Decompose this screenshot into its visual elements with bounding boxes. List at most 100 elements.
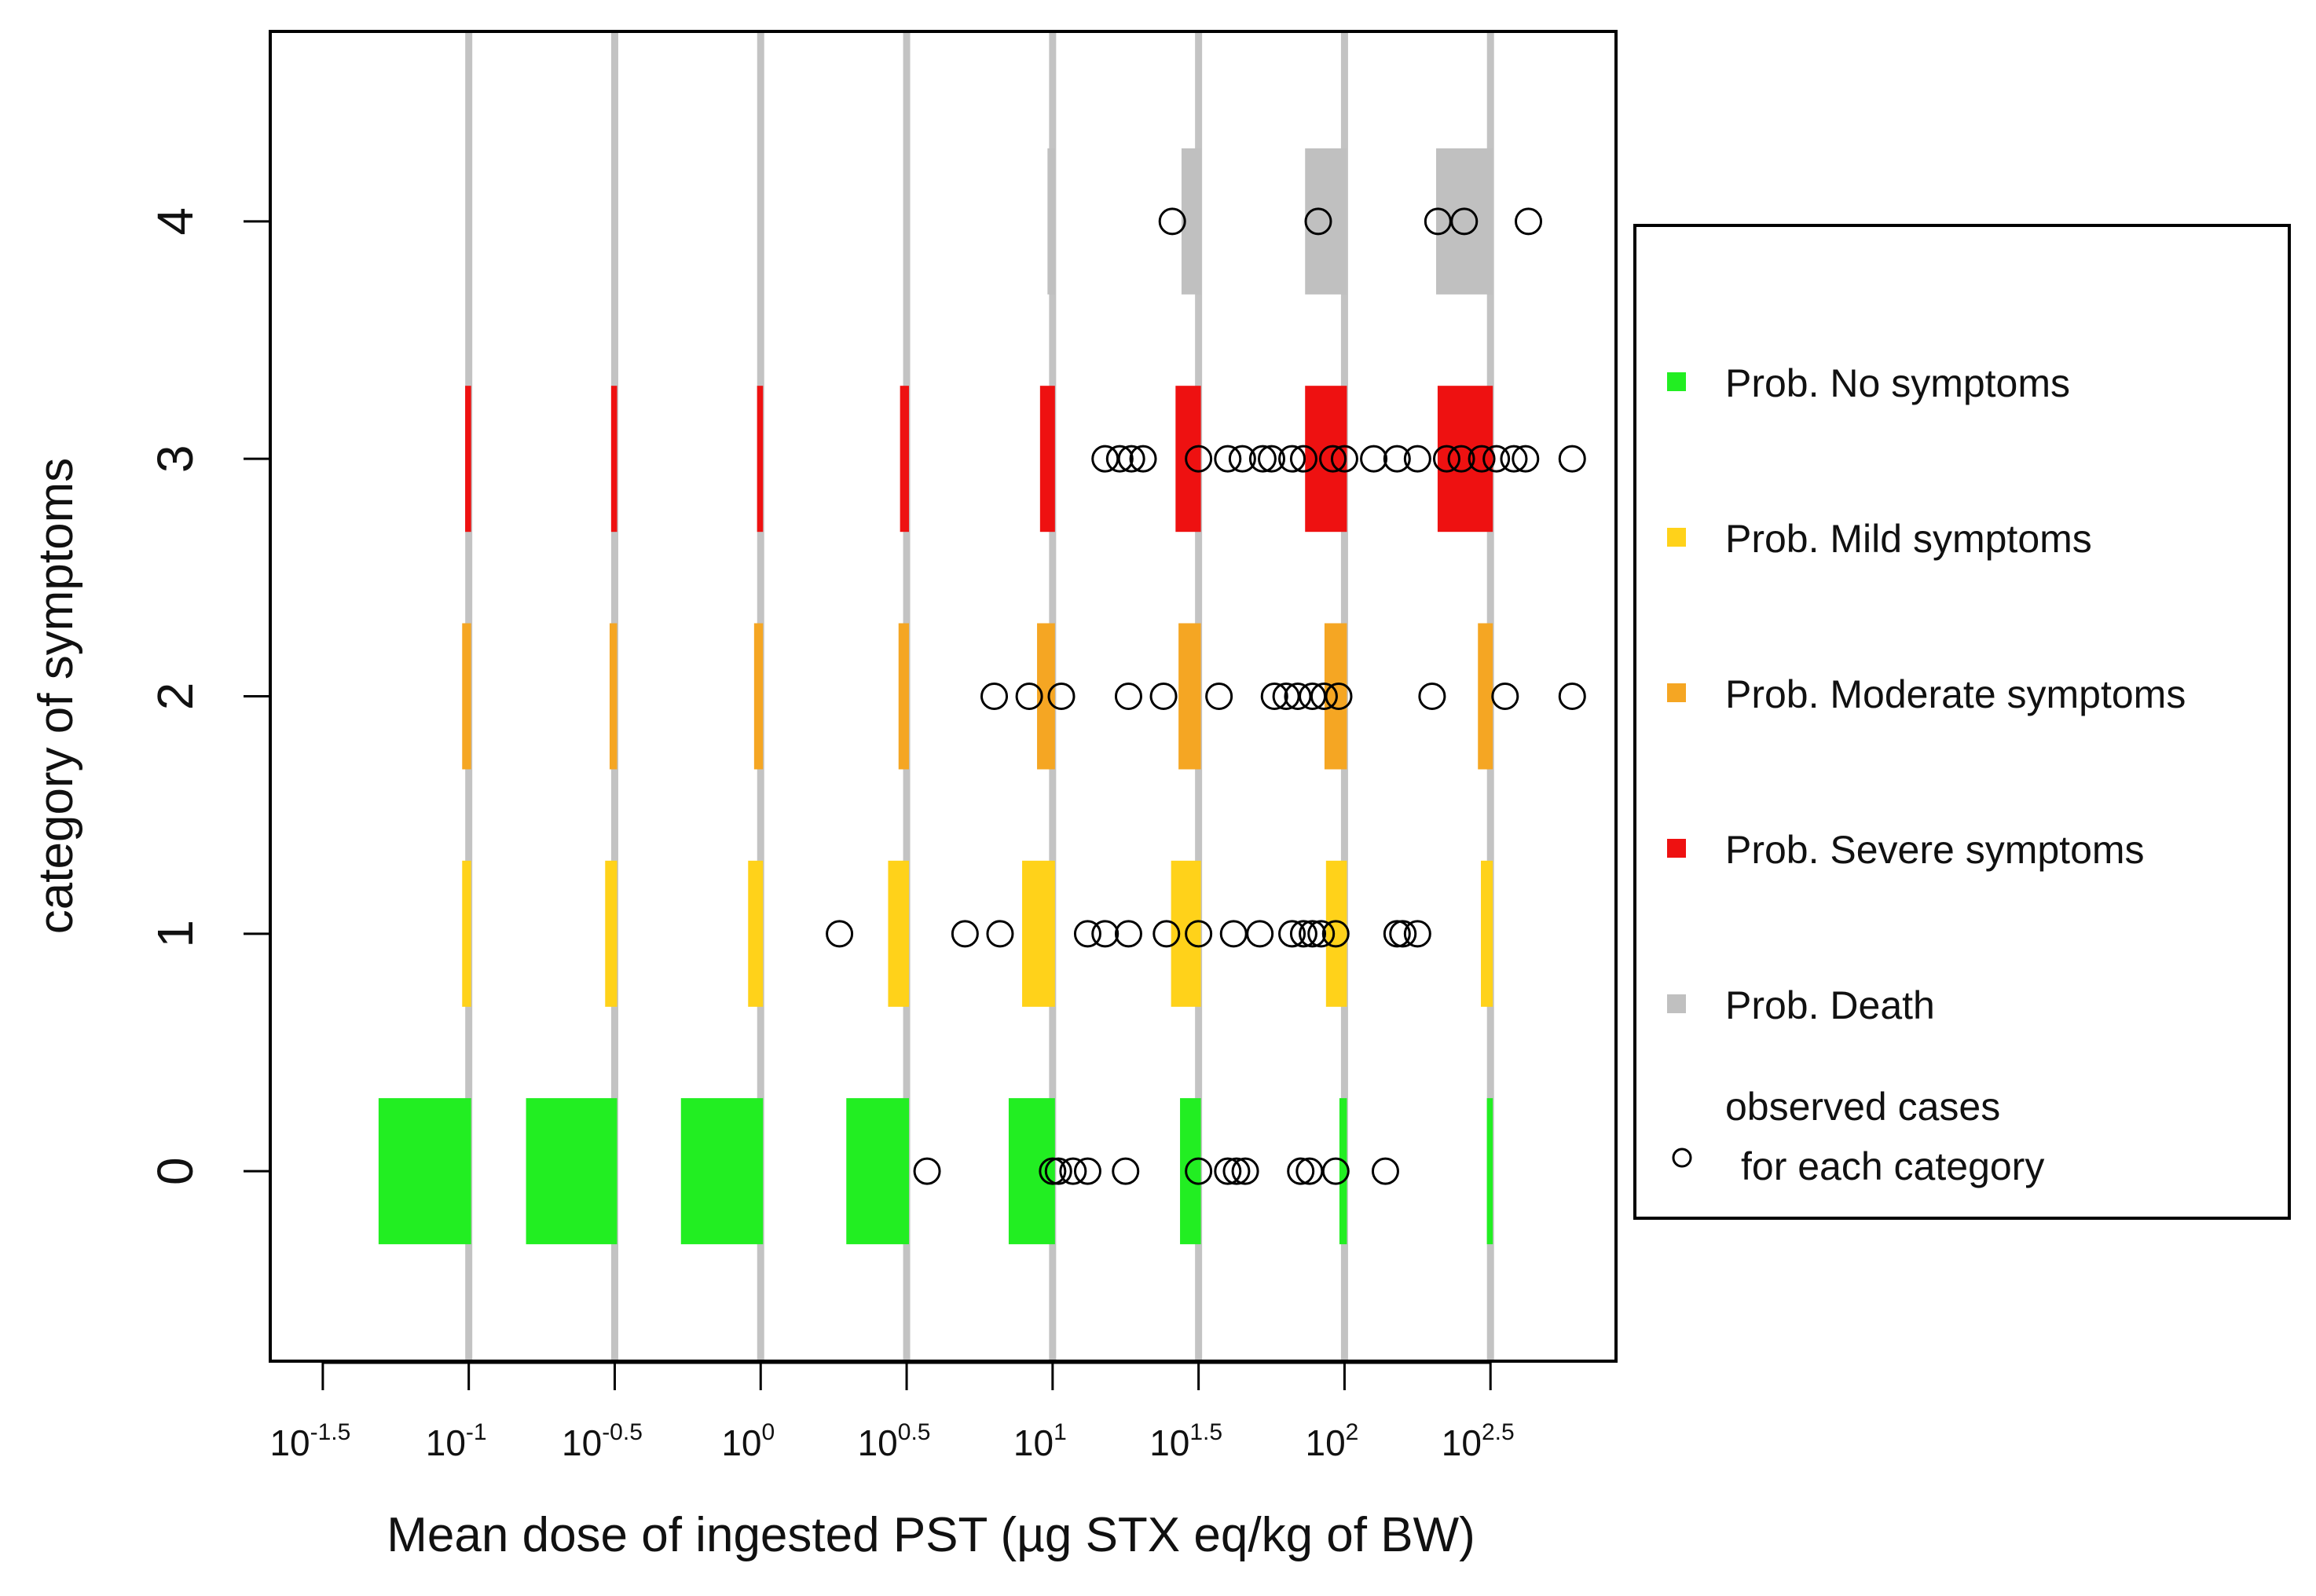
observed-case-point xyxy=(1015,683,1043,710)
observed-case-point xyxy=(1299,920,1327,948)
x-tick-label: 10-1.5 xyxy=(269,1419,350,1463)
observed-case-point xyxy=(1260,683,1288,710)
bar-prob-mild-symptoms xyxy=(1481,860,1493,1007)
bar-prob-moderate-symptoms xyxy=(898,623,910,770)
observed-case-point xyxy=(1330,445,1358,473)
observed-case-point xyxy=(1153,920,1181,948)
observed-case-point xyxy=(1278,445,1306,473)
bar-prob-no-symptoms xyxy=(1486,1098,1493,1245)
bar-prob-death xyxy=(1436,148,1493,295)
observed-case-point xyxy=(1117,445,1145,473)
observed-case-point xyxy=(1205,683,1233,710)
y-tick-label: 3 xyxy=(147,445,203,473)
observed-case-point xyxy=(1512,445,1540,473)
observed-case-point xyxy=(1491,683,1519,710)
observed-case-point xyxy=(986,920,1014,948)
observed-case-point xyxy=(1321,1157,1350,1185)
x-tick-label: 102 xyxy=(1305,1419,1358,1463)
observed-case-point xyxy=(1468,445,1496,473)
x-axis: 10-1.5 10-1 10-0.5 100 100.5 101 101.5 102 102.5 xyxy=(269,1361,1515,1463)
legend-label-observed-cases-line2: for each category xyxy=(1741,1144,2044,1188)
observed-case-point xyxy=(1558,683,1586,710)
legend-label: Prob. Mild symptoms xyxy=(1725,517,2092,561)
observed-case-point xyxy=(1289,445,1317,473)
observed-case-point xyxy=(826,920,854,948)
legend-swatch xyxy=(1667,683,1686,702)
x-tick-label: 101 xyxy=(1013,1419,1067,1463)
legend-marker-observed-cases xyxy=(1672,1148,1692,1168)
observed-case-point xyxy=(1248,445,1277,473)
legend-label: Prob. Moderate symptoms xyxy=(1725,672,2186,716)
observed-case-point xyxy=(1383,445,1411,473)
observed-case-point xyxy=(1105,445,1134,473)
bar-prob-no-symptoms xyxy=(1180,1098,1201,1245)
observed-case-point xyxy=(1185,445,1213,473)
legend-label: Prob. Severe symptoms xyxy=(1725,828,2145,872)
legend-swatch xyxy=(1667,372,1686,391)
bar-prob-mild-symptoms xyxy=(462,860,471,1007)
bar-prob-no-symptoms xyxy=(1339,1098,1347,1245)
observed-case-point xyxy=(1310,683,1338,710)
observed-case-point xyxy=(1091,920,1120,948)
observed-case-point xyxy=(1447,445,1475,473)
observed-case-point xyxy=(1039,1157,1067,1185)
observed-case-point xyxy=(1450,207,1479,236)
observed-case-point xyxy=(1371,1157,1399,1185)
observed-case-point xyxy=(1073,1157,1101,1185)
y-axis-title: category of symptoms xyxy=(29,458,83,934)
legend-label-observed-cases-line1: observed cases xyxy=(1725,1085,2000,1129)
bar-prob-no-symptoms xyxy=(1008,1098,1055,1245)
bar-prob-death xyxy=(1305,148,1347,295)
observed-case-point xyxy=(1319,445,1347,473)
observed-case-point xyxy=(1403,920,1431,948)
x-tick-label: 100.5 xyxy=(858,1419,931,1463)
bar-prob-no-symptoms xyxy=(680,1098,764,1245)
observed-case-point xyxy=(1258,445,1286,473)
y-tick-label: 2 xyxy=(147,683,203,711)
legend-label: Prob. No symptoms xyxy=(1725,361,2070,405)
bar-prob-mild-symptoms xyxy=(888,860,910,1007)
observed-case-point xyxy=(1214,445,1242,473)
observed-case-point xyxy=(1304,207,1332,236)
observed-case-point xyxy=(1307,920,1336,948)
observed-case-point xyxy=(1158,207,1186,236)
observed-case-point xyxy=(1515,207,1543,236)
legend-swatch xyxy=(1667,528,1686,547)
bar-prob-severe-symptoms xyxy=(610,386,617,533)
observed-case-point xyxy=(1360,445,1388,473)
legend-swatch xyxy=(1667,994,1686,1013)
y-tick-label: 0 xyxy=(147,1157,203,1185)
observed-case-point xyxy=(913,1157,941,1185)
bar-prob-moderate-symptoms xyxy=(609,623,617,770)
bar-prob-moderate-symptoms xyxy=(462,623,471,770)
observed-case-point xyxy=(1114,920,1142,948)
observed-case-point xyxy=(1228,445,1256,473)
observed-case-point xyxy=(1214,1157,1242,1185)
observed-case-point xyxy=(980,683,1009,710)
observed-case-point xyxy=(1289,920,1317,948)
bar-prob-death xyxy=(1047,148,1055,295)
x-tick-label: 10-1 xyxy=(426,1419,487,1463)
observed-case-point xyxy=(1278,920,1306,948)
y-axis: 0 1 2 3 4 xyxy=(147,207,272,1185)
legend-swatch xyxy=(1667,839,1686,858)
observed-case-point xyxy=(1047,683,1076,710)
x-tick-label: 10-0.5 xyxy=(562,1419,643,1463)
observed-case-point xyxy=(1287,1157,1315,1185)
observed-case-point xyxy=(1403,445,1431,473)
bar-prob-severe-symptoms xyxy=(1039,386,1055,533)
observed-case-point xyxy=(951,920,979,948)
bar-prob-mild-symptoms xyxy=(1022,860,1055,1007)
observed-case-point xyxy=(1246,920,1274,948)
legend-label: Prob. Death xyxy=(1725,983,1935,1027)
bar-prob-mild-symptoms xyxy=(748,860,764,1007)
observed-case-point xyxy=(1112,1157,1140,1185)
bar-prob-no-symptoms xyxy=(378,1098,471,1245)
observed-case-point xyxy=(1389,920,1417,948)
observed-case-points xyxy=(826,207,1586,1185)
bar-prob-severe-symptoms xyxy=(1175,386,1201,533)
observed-case-point xyxy=(1418,683,1446,710)
bar-prob-mild-symptoms xyxy=(1325,860,1347,1007)
bar-prob-severe-symptoms xyxy=(465,386,471,533)
